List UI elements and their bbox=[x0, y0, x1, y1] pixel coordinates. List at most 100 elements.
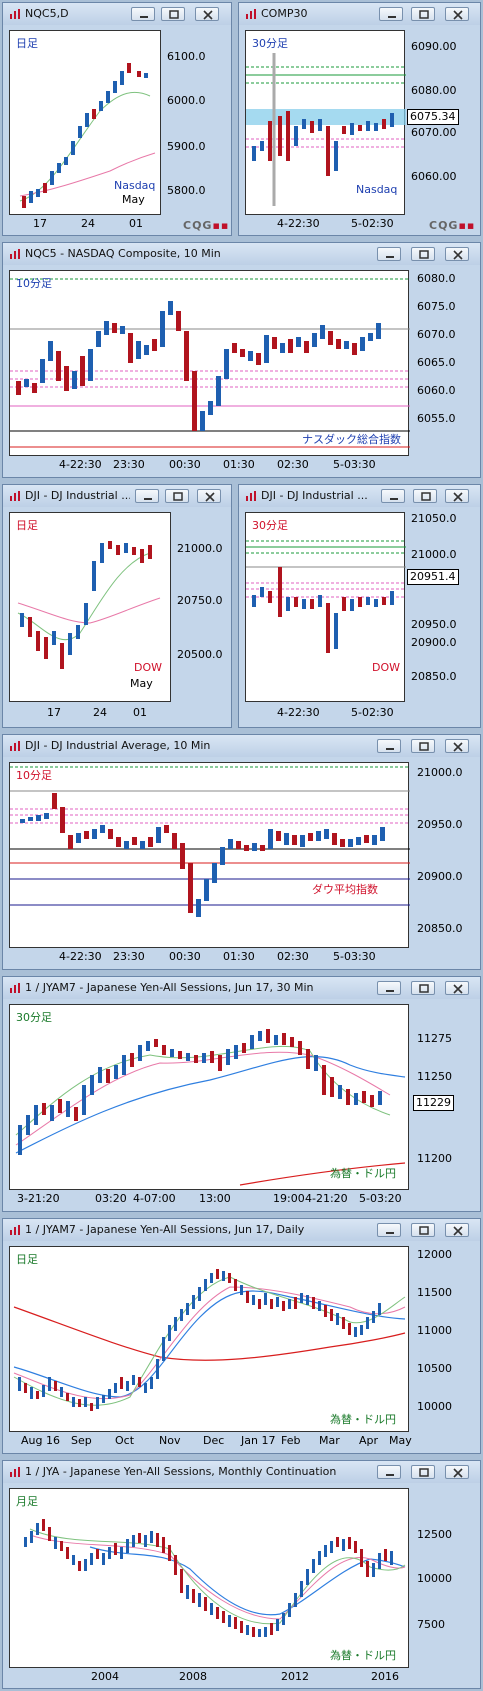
maximize-button[interactable] bbox=[413, 489, 437, 503]
y-axis: 6080.0 6075.0 6070.0 6065.0 6060.0 6055.… bbox=[413, 270, 479, 456]
maximize-button[interactable] bbox=[411, 247, 435, 261]
chart-canvas bbox=[17, 541, 161, 669]
minimize-button[interactable] bbox=[377, 1465, 401, 1479]
window-nasdaq-daily[interactable]: NQC5,D 日足 Nasdaq May 6100.0 6000.0 5900.… bbox=[2, 2, 232, 236]
chart-canvas bbox=[15, 1029, 406, 1186]
title-bar[interactable]: COMP30 bbox=[239, 3, 480, 25]
minimize-button[interactable] bbox=[377, 739, 401, 753]
y-tick: 10000 bbox=[417, 1572, 452, 1585]
window-comp30[interactable]: COMP30 30分足 Nasdaq 6090.00 608 bbox=[238, 2, 481, 236]
x-axis: 4-22:30 23:30 00:30 01:30 02:30 5-03:30 bbox=[9, 949, 409, 965]
symbol-label: Nasdaq bbox=[356, 183, 398, 196]
title-bar[interactable]: DJI - DJ Industrial ... bbox=[239, 485, 480, 507]
title-bar[interactable]: NQC5,D bbox=[3, 3, 231, 25]
window-dji-daily[interactable]: DJI - DJ Industrial ... 日足 DOW May 21000… bbox=[2, 484, 232, 728]
price-chart[interactable]: 30分足 Nasdaq bbox=[245, 30, 406, 215]
minimize-button[interactable] bbox=[131, 7, 155, 21]
x-tick: Sep bbox=[71, 1434, 92, 1447]
window-dji-30min[interactable]: DJI - DJ Industrial ... 30分足 DOW 2 bbox=[238, 484, 481, 728]
close-button[interactable] bbox=[445, 489, 469, 503]
close-button[interactable] bbox=[445, 247, 469, 261]
maximize-button[interactable] bbox=[411, 7, 435, 21]
x-tick: 2004 bbox=[91, 1670, 119, 1683]
title-bar[interactable]: 1 / JYA - Japanese Yen-All Sessions, Mon… bbox=[3, 1461, 480, 1483]
minimize-button[interactable] bbox=[381, 489, 405, 503]
maximize-button[interactable] bbox=[165, 489, 189, 503]
x-tick: 4-22:30 bbox=[59, 458, 102, 471]
y-tick: 11200 bbox=[417, 1152, 452, 1165]
timeframe-label: 日足 bbox=[16, 1253, 38, 1266]
month-label: May bbox=[130, 677, 153, 690]
close-button[interactable] bbox=[195, 7, 219, 21]
y-axis: 12500 10000 7500 bbox=[413, 1488, 479, 1668]
x-tick: 01:30 bbox=[223, 950, 255, 963]
maximize-button[interactable] bbox=[411, 1223, 435, 1237]
x-tick: 4-22:30 bbox=[277, 706, 320, 719]
close-button[interactable] bbox=[197, 489, 221, 503]
chart-canvas bbox=[10, 278, 410, 448]
chart-app-icon bbox=[246, 491, 256, 501]
y-tick: 10000 bbox=[417, 1400, 452, 1413]
close-button[interactable] bbox=[445, 739, 469, 753]
symbol-label: Nasdaq bbox=[114, 179, 156, 192]
window-jpy-monthly[interactable]: 1 / JYA - Japanese Yen-All Sessions, Mon… bbox=[2, 1460, 481, 1689]
window-dji-10min[interactable]: DJI - DJ Industrial Average, 10 Min bbox=[2, 734, 481, 970]
x-tick: 5-03:30 bbox=[333, 458, 376, 471]
y-tick: 6100.0 bbox=[167, 50, 206, 63]
window-title: 1 / JYAM7 - Japanese Yen-All Sessions, J… bbox=[25, 981, 314, 994]
price-chart[interactable]: 日足 為替・ドル円 bbox=[9, 1246, 409, 1432]
minimize-button[interactable] bbox=[377, 1223, 401, 1237]
window-jpy-30min[interactable]: 1 / JYAM7 - Japanese Yen-All Sessions, J… bbox=[2, 976, 481, 1212]
close-button[interactable] bbox=[445, 1223, 469, 1237]
minimize-button[interactable] bbox=[377, 247, 401, 261]
candles bbox=[20, 541, 152, 669]
minimize-button[interactable] bbox=[377, 981, 401, 995]
symbol-label: DOW bbox=[134, 661, 163, 674]
y-axis: 21000.0 20750.0 20500.0 bbox=[173, 512, 231, 702]
price-chart[interactable]: 日足 DOW May bbox=[9, 512, 171, 702]
maximize-button[interactable] bbox=[411, 739, 435, 753]
chart-app-icon bbox=[10, 491, 20, 501]
title-bar[interactable]: 1 / JYAM7 - Japanese Yen-All Sessions, J… bbox=[3, 977, 480, 999]
close-button[interactable] bbox=[445, 7, 469, 21]
title-bar[interactable]: 1 / JYAM7 - Japanese Yen-All Sessions, J… bbox=[3, 1219, 480, 1241]
price-chart[interactable]: 日足 Nasdaq May bbox=[9, 30, 161, 215]
close-button[interactable] bbox=[445, 1465, 469, 1479]
x-tick: 13:00 bbox=[199, 1192, 231, 1205]
y-axis: 21050.0 21000.0 20950.0 20900.0 20850.0 bbox=[407, 512, 479, 702]
price-chart[interactable]: 30分足 為替・ドル円 bbox=[9, 1004, 409, 1190]
title-bar[interactable]: NQC5 - NASDAQ Composite, 10 Min bbox=[3, 243, 480, 265]
x-tick: 03:20 bbox=[95, 1192, 127, 1205]
y-axis: 11275 11250 11200 bbox=[413, 1004, 479, 1190]
minimize-button[interactable] bbox=[379, 7, 403, 21]
last-price-box: 11229 bbox=[413, 1095, 454, 1111]
price-chart[interactable]: 10分足 ナスダック総合指数 bbox=[9, 270, 410, 456]
x-tick: 02:30 bbox=[277, 458, 309, 471]
price-chart[interactable]: 30分足 DOW bbox=[245, 512, 406, 702]
x-tick: Apr bbox=[359, 1434, 379, 1447]
minimize-button[interactable] bbox=[135, 489, 159, 503]
y-tick: 11500 bbox=[417, 1286, 452, 1299]
window-nasdaq-10min[interactable]: NQC5 - NASDAQ Composite, 10 Min bbox=[2, 242, 481, 478]
timeframe-label: 日足 bbox=[16, 37, 38, 50]
price-chart[interactable]: 月足 為替・ドル円 bbox=[9, 1488, 409, 1668]
maximize-button[interactable] bbox=[411, 981, 435, 995]
close-button[interactable] bbox=[445, 981, 469, 995]
y-tick: 21000.0 bbox=[417, 766, 463, 779]
price-chart[interactable]: 10分足 ダウ平均指数 bbox=[9, 762, 410, 948]
title-bar[interactable]: DJI - DJ Industrial Average, 10 Min bbox=[3, 735, 480, 757]
maximize-button[interactable] bbox=[411, 1465, 435, 1479]
x-tick: 24 bbox=[81, 217, 95, 230]
timeframe-label: 10分足 bbox=[16, 277, 52, 290]
chart-app-icon bbox=[10, 1225, 20, 1235]
chart-canvas bbox=[246, 540, 406, 653]
x-tick: Oct bbox=[115, 1434, 135, 1447]
x-tick: 4-22:30 bbox=[277, 217, 320, 230]
y-tick: 6070.0 bbox=[417, 328, 456, 341]
maximize-button[interactable] bbox=[161, 7, 185, 21]
title-bar[interactable]: DJI - DJ Industrial ... bbox=[3, 485, 231, 507]
y-tick: 21000.0 bbox=[177, 542, 223, 555]
window-jpy-daily[interactable]: 1 / JYAM7 - Japanese Yen-All Sessions, J… bbox=[2, 1218, 481, 1454]
x-tick: 5-02:30 bbox=[351, 217, 394, 230]
cqg-logo: CQG▪▪ bbox=[429, 219, 476, 232]
